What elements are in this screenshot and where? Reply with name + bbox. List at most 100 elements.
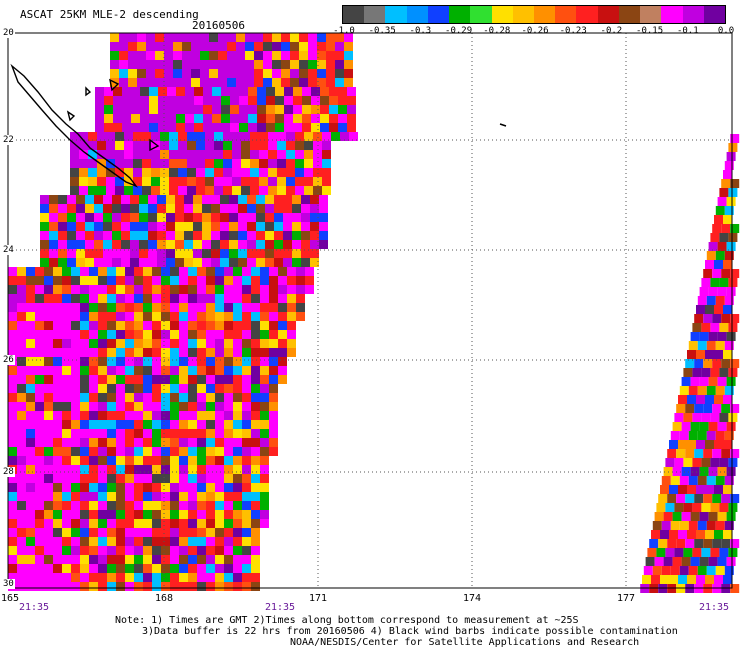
swath-cell <box>134 348 143 357</box>
swath-cell <box>179 393 188 402</box>
swath-cell <box>161 393 170 402</box>
swath-cell <box>241 132 250 141</box>
swath-cell <box>260 483 269 492</box>
swath-cell <box>683 548 693 557</box>
swath-cell <box>70 168 79 177</box>
swath-cell <box>310 222 319 231</box>
swath-cell <box>76 213 85 222</box>
swath-cell <box>259 186 268 195</box>
swath-cell <box>152 384 161 393</box>
swath-cell <box>301 258 310 267</box>
swath-cell <box>62 276 71 285</box>
swath-cell <box>283 222 292 231</box>
swath-cell <box>173 78 182 87</box>
swath-cell <box>236 42 245 51</box>
swath-cell <box>218 69 227 78</box>
swath-cell <box>95 87 104 96</box>
swath-cell <box>116 537 125 546</box>
swath-cell <box>158 96 167 105</box>
swath-cell <box>224 510 233 519</box>
swath-cell <box>44 384 53 393</box>
swath-cell <box>681 422 691 431</box>
swath-cell <box>681 377 691 386</box>
swath-cell <box>197 555 206 564</box>
swath-cell <box>134 582 143 591</box>
swath-cell <box>35 339 44 348</box>
swath-cell <box>17 330 26 339</box>
swath-cell <box>88 168 97 177</box>
swath-cell <box>17 420 26 429</box>
swath-cell <box>233 384 242 393</box>
swath-cell <box>152 474 161 483</box>
swath-cell <box>67 240 76 249</box>
swath-cell <box>242 348 251 357</box>
swath-cell <box>728 548 738 557</box>
swath-cell <box>134 519 143 528</box>
swath-cell <box>116 465 125 474</box>
swath-cell <box>169 132 178 141</box>
swath-cell <box>35 483 44 492</box>
swath-cell <box>169 186 178 195</box>
swath-cell <box>161 519 170 528</box>
swath-cell <box>149 105 158 114</box>
swath-cell <box>62 312 71 321</box>
swath-cell <box>347 96 356 105</box>
swath-cell <box>107 312 116 321</box>
swath-cell <box>161 285 170 294</box>
swath-cell <box>62 474 71 483</box>
swath-cell <box>263 42 272 51</box>
swath-cell <box>281 69 290 78</box>
swath-cell <box>705 260 714 269</box>
swath-cell <box>251 429 260 438</box>
swath-cell <box>681 557 691 566</box>
swath-cell <box>188 501 197 510</box>
swath-cell <box>224 555 233 564</box>
swath-cell <box>726 242 736 251</box>
swath-cell <box>26 276 35 285</box>
swath-cell <box>242 492 251 501</box>
swath-cell <box>254 51 263 60</box>
swath-cell <box>176 105 185 114</box>
swath-cell <box>304 150 313 159</box>
swath-cell <box>53 519 62 528</box>
swath-cell <box>80 492 89 501</box>
swath-cell <box>254 60 263 69</box>
swath-cell <box>715 566 725 575</box>
swath-cell <box>223 141 232 150</box>
swath-cell <box>681 512 691 521</box>
swath-cell <box>723 485 732 494</box>
swath-cell <box>724 341 734 350</box>
swath-cell <box>44 447 53 456</box>
swath-cell <box>79 150 88 159</box>
swath-cell <box>188 357 197 366</box>
swath-cell <box>80 366 89 375</box>
swath-cell <box>317 51 326 60</box>
swath-cell <box>326 78 335 87</box>
swath-cell <box>284 114 293 123</box>
swath-cell <box>80 546 89 555</box>
swath-cell <box>223 177 232 186</box>
swath-cell <box>209 33 218 42</box>
swath-cell <box>26 474 35 483</box>
swath-cell <box>678 485 687 494</box>
swath-cell <box>335 69 344 78</box>
swath-cell <box>265 231 274 240</box>
swath-cell <box>44 573 53 582</box>
swath-cell <box>85 258 94 267</box>
swath-cell <box>79 168 88 177</box>
swath-cell <box>170 357 179 366</box>
swath-cell <box>107 285 116 294</box>
swath-cell <box>206 537 215 546</box>
swath-cell <box>26 321 35 330</box>
swath-cell <box>71 519 80 528</box>
swath-cell <box>80 474 89 483</box>
swath-cell <box>286 186 295 195</box>
swath-cell <box>143 438 152 447</box>
swath-cell <box>652 566 662 575</box>
swath-cell <box>193 204 202 213</box>
swath-cell <box>293 105 302 114</box>
swath-cell <box>260 456 269 465</box>
swath-cell <box>62 564 71 573</box>
swath-cell <box>107 510 116 519</box>
time-label: 21:35 <box>18 602 50 613</box>
